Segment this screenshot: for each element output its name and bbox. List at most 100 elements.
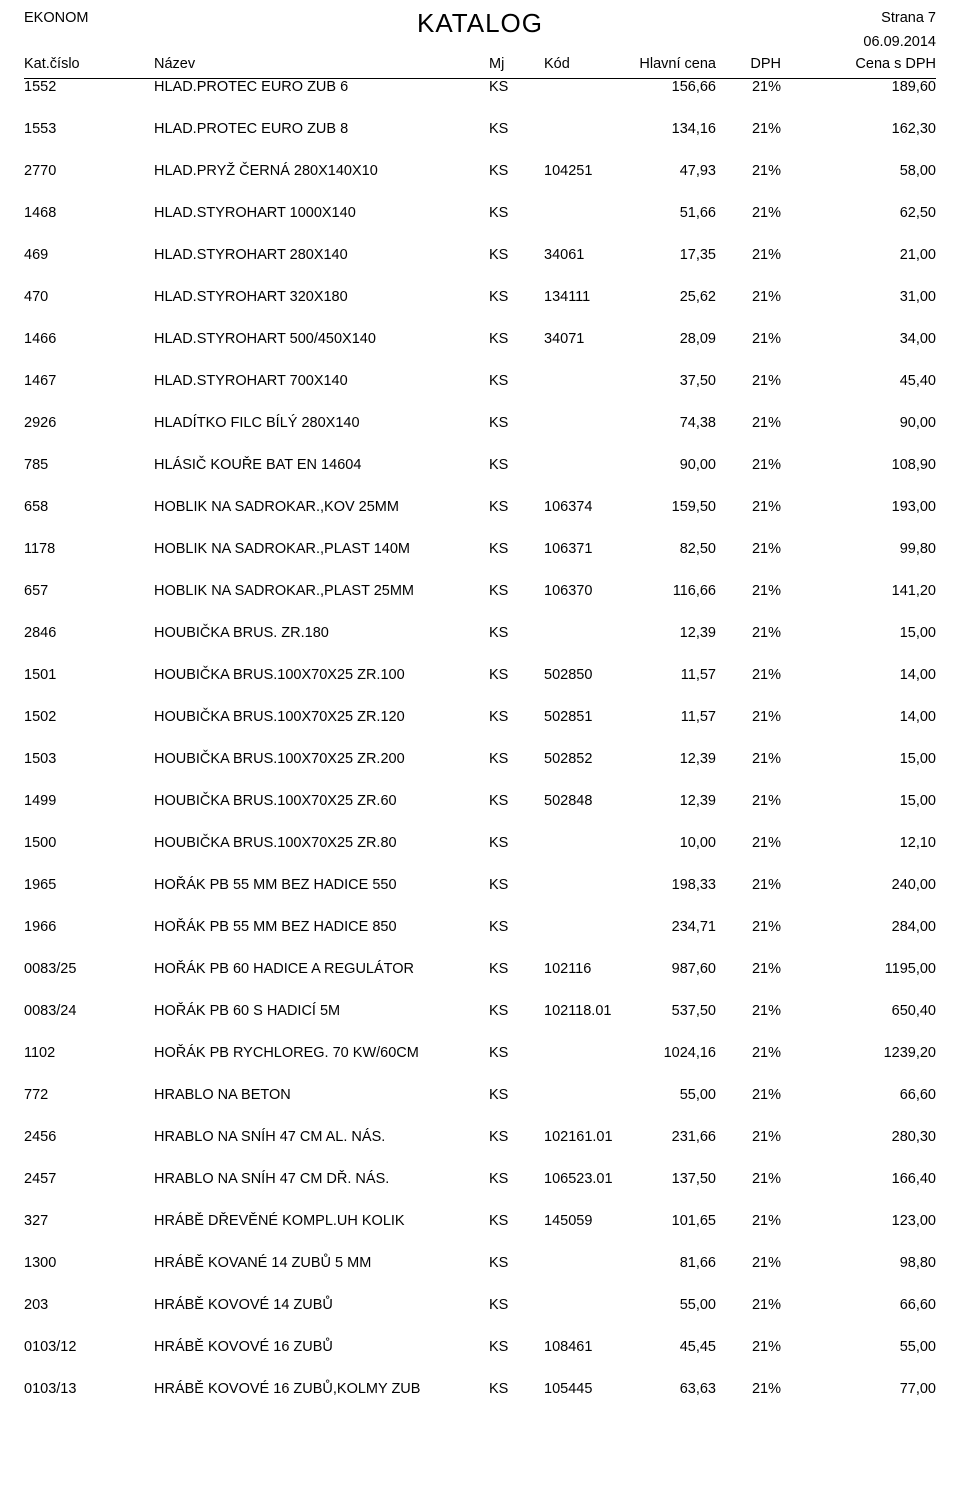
cell-kod: 106371 — [544, 541, 592, 557]
cell-dph: 21% — [752, 751, 781, 767]
cell-dph: 21% — [752, 1087, 781, 1103]
cell-kat: 203 — [24, 1297, 48, 1313]
cell-hlavni: 37,50 — [680, 373, 716, 389]
cell-mj: KS — [489, 541, 508, 557]
cell-cena: 21,00 — [900, 247, 936, 263]
cell-dph: 21% — [752, 331, 781, 347]
table-row: 1467HLAD.STYROHART 700X140KS37,5021%45,4… — [24, 373, 936, 391]
cell-kat: 1553 — [24, 121, 56, 137]
cell-kat: 2457 — [24, 1171, 56, 1187]
cell-cena: 166,40 — [892, 1171, 936, 1187]
table-row: 0083/25HOŘÁK PB 60 HADICE A REGULÁTORKS1… — [24, 961, 936, 979]
cell-hlavni: 55,00 — [680, 1087, 716, 1103]
cell-mj: KS — [489, 247, 508, 263]
cell-kod: 134111 — [544, 289, 590, 305]
page-number: Strana 7 — [881, 10, 936, 26]
cell-cena: 15,00 — [900, 751, 936, 767]
cell-cena: 55,00 — [900, 1339, 936, 1355]
cell-nazev: HRABLO NA BETON — [154, 1087, 291, 1103]
cell-dph: 21% — [752, 1213, 781, 1229]
cell-hlavni: 25,62 — [680, 289, 716, 305]
cell-cena: 45,40 — [900, 373, 936, 389]
cell-nazev: HOUBIČKA BRUS.100X70X25 ZR.80 — [154, 835, 397, 851]
table-row: 785HLÁSIČ KOUŘE BAT EN 14604KS90,0021%10… — [24, 457, 936, 475]
cell-cena: 1239,20 — [884, 1045, 936, 1061]
cell-kod: 102161.01 — [544, 1129, 613, 1145]
cell-dph: 21% — [752, 457, 781, 473]
col-hlavni: Hlavní cena — [639, 56, 716, 72]
cell-nazev: HLAD.STYROHART 320X180 — [154, 289, 348, 305]
cell-hlavni: 63,63 — [680, 1381, 716, 1397]
col-kod: Kód — [544, 56, 570, 72]
cell-mj: KS — [489, 1087, 508, 1103]
cell-kod: 106374 — [544, 499, 592, 515]
cell-kod: 106370 — [544, 583, 592, 599]
cell-cena: 62,50 — [900, 205, 936, 221]
table-row: 2456HRABLO NA SNÍH 47 CM AL. NÁS.KS10216… — [24, 1129, 936, 1147]
cell-hlavni: 47,93 — [680, 163, 716, 179]
cell-mj: KS — [489, 163, 508, 179]
cell-hlavni: 81,66 — [680, 1255, 716, 1271]
cell-cena: 189,60 — [892, 79, 936, 95]
cell-mj: KS — [489, 79, 508, 95]
cell-mj: KS — [489, 331, 508, 347]
cell-hlavni: 231,66 — [672, 1129, 716, 1145]
cell-kat: 2770 — [24, 163, 56, 179]
cell-dph: 21% — [752, 709, 781, 725]
cell-cena: 98,80 — [900, 1255, 936, 1271]
col-nazev: Název — [154, 56, 195, 72]
cell-nazev: HRÁBĚ KOVOVÉ 16 ZUBŮ,KOLMY ZUB — [154, 1381, 420, 1397]
table-row: 1102HOŘÁK PB RYCHLOREG. 70 KW/60CMKS1024… — [24, 1045, 936, 1063]
cell-mj: KS — [489, 625, 508, 641]
cell-mj: KS — [489, 667, 508, 683]
cell-dph: 21% — [752, 1297, 781, 1313]
cell-kod: 106523.01 — [544, 1171, 613, 1187]
cell-hlavni: 12,39 — [680, 793, 716, 809]
cell-mj: KS — [489, 499, 508, 515]
cell-mj: KS — [489, 1381, 508, 1397]
cell-cena: 31,00 — [900, 289, 936, 305]
cell-hlavni: 12,39 — [680, 751, 716, 767]
cell-dph: 21% — [752, 1045, 781, 1061]
col-cena: Cena s DPH — [855, 56, 936, 72]
cell-hlavni: 134,16 — [672, 121, 716, 137]
cell-mj: KS — [489, 961, 508, 977]
cell-hlavni: 987,60 — [672, 961, 716, 977]
cell-dph: 21% — [752, 961, 781, 977]
cell-mj: KS — [489, 1255, 508, 1271]
table-row: 1500HOUBIČKA BRUS.100X70X25 ZR.80KS10,00… — [24, 835, 936, 853]
cell-nazev: HLAD.STYROHART 1000X140 — [154, 205, 356, 221]
cell-hlavni: 12,39 — [680, 625, 716, 641]
cell-nazev: HOUBIČKA BRUS.100X70X25 ZR.120 — [154, 709, 405, 725]
cell-mj: KS — [489, 709, 508, 725]
cell-kat: 772 — [24, 1087, 48, 1103]
cell-hlavni: 101,65 — [672, 1213, 716, 1229]
cell-dph: 21% — [752, 499, 781, 515]
cell-dph: 21% — [752, 163, 781, 179]
cell-nazev: HLAD.STYROHART 280X140 — [154, 247, 348, 263]
cell-kat: 327 — [24, 1213, 48, 1229]
cell-mj: KS — [489, 289, 508, 305]
cell-dph: 21% — [752, 835, 781, 851]
cell-dph: 21% — [752, 79, 781, 95]
table-row: 772HRABLO NA BETONKS55,0021%66,60 — [24, 1087, 936, 1105]
cell-cena: 12,10 — [900, 835, 936, 851]
cell-nazev: HLADÍTKO FILC BÍLÝ 280X140 — [154, 415, 360, 431]
cell-dph: 21% — [752, 121, 781, 137]
cell-nazev: HOUBIČKA BRUS.100X70X25 ZR.60 — [154, 793, 397, 809]
col-kat: Kat.číslo — [24, 56, 80, 72]
cell-dph: 21% — [752, 1381, 781, 1397]
rows-container: 1552HLAD.PROTEC EURO ZUB 6KS156,6621%189… — [24, 79, 936, 1399]
cell-dph: 21% — [752, 1003, 781, 1019]
cell-cena: 141,20 — [892, 583, 936, 599]
cell-dph: 21% — [752, 793, 781, 809]
cell-cena: 15,00 — [900, 625, 936, 641]
cell-dph: 21% — [752, 583, 781, 599]
table-row: 1553HLAD.PROTEC EURO ZUB 8KS134,1621%162… — [24, 121, 936, 139]
cell-hlavni: 159,50 — [672, 499, 716, 515]
cell-hlavni: 1024,16 — [664, 1045, 716, 1061]
cell-hlavni: 55,00 — [680, 1297, 716, 1313]
cell-dph: 21% — [752, 289, 781, 305]
cell-hlavni: 10,00 — [680, 835, 716, 851]
cell-kod: 502850 — [544, 667, 592, 683]
